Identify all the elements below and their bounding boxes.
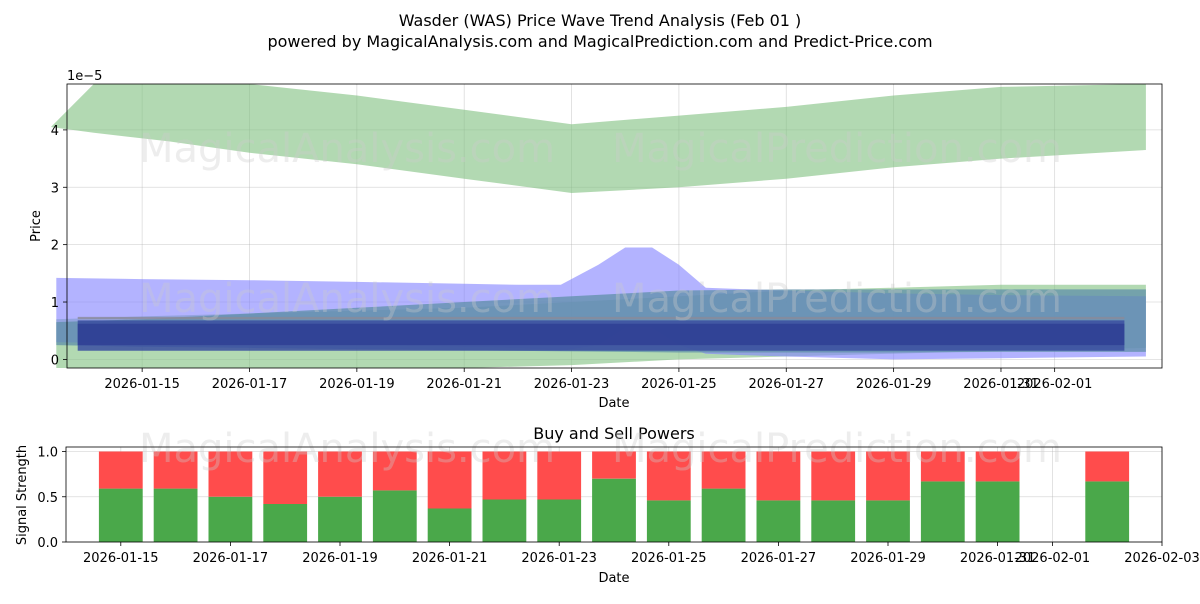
- chart-title: Wasder (WAS) Price Wave Trend Analysis (…: [399, 11, 802, 30]
- price-y-tick-label: 4: [51, 124, 59, 139]
- buy-bar: [98, 488, 143, 542]
- buy-bar: [537, 499, 582, 542]
- green-upper-band: [50, 84, 1146, 193]
- price-x-tick-label: 2026-01-17: [212, 377, 288, 392]
- signal-y-axis-label: Signal Strength: [15, 445, 30, 545]
- watermark-left-top: MagicalAnalysis.com: [139, 126, 555, 172]
- watermark-right-bottom: MagicalPrediction.com: [612, 426, 1062, 472]
- price-panel: MagicalAnalysis.com MagicalPrediction.co…: [29, 69, 1163, 411]
- signal-y-tick-label: 0.5: [37, 491, 58, 506]
- scale-label: 1e−5: [67, 69, 102, 84]
- buy-bar: [811, 500, 856, 542]
- sell-bar: [208, 451, 253, 497]
- signal-x-tick-label: 2026-01-23: [521, 551, 597, 566]
- price-x-tick-label: 2026-02-01: [1017, 377, 1093, 392]
- price-panel-frame: [66, 83, 1163, 369]
- price-y-tick-label: 0: [51, 353, 59, 368]
- price-x-tick-label: 2026-01-15: [104, 377, 180, 392]
- signal-x-axis-label: Date: [598, 571, 629, 586]
- buy-bar: [318, 496, 362, 542]
- buy-bar: [372, 490, 417, 542]
- dark-blue-core: [77, 323, 1125, 346]
- price-y-tick-label: 2: [51, 239, 59, 254]
- signal-x-tick-label: 2026-01-27: [741, 551, 817, 566]
- sell-bar: [975, 451, 1020, 482]
- buy-bar: [482, 499, 527, 542]
- chart-subtitle: powered by MagicalAnalysis.com and Magic…: [267, 32, 932, 51]
- price-y-tick-label: 1: [51, 296, 59, 311]
- sell-bar: [482, 451, 527, 500]
- signal-x-tick-label: 2026-02-01: [1015, 551, 1091, 566]
- sell-bar: [1085, 451, 1130, 482]
- buy-bar: [263, 504, 308, 542]
- buy-bar: [866, 500, 910, 542]
- price-x-tick-label: 2026-01-29: [856, 377, 932, 392]
- signal-chart-title: Buy and Sell Powers: [533, 424, 695, 443]
- price-x-tick-label: 2026-01-19: [319, 377, 395, 392]
- signal-panel: Buy and Sell Powers MagicalAnalysis.com …: [15, 424, 1200, 586]
- price-x-tick-label: 2026-01-21: [426, 377, 502, 392]
- price-x-tick-label: 2026-01-23: [534, 377, 610, 392]
- sell-bar: [646, 451, 691, 501]
- watermark-left-mid: MagicalAnalysis.com: [139, 276, 555, 322]
- gray-mid-line: [77, 316, 1125, 320]
- buy-bar: [1085, 481, 1130, 542]
- watermark-left-bottom: MagicalAnalysis.com: [139, 426, 555, 472]
- buy-bar: [427, 508, 472, 542]
- price-y-tick-label: 3: [51, 181, 59, 196]
- price-y-axis-label: Price: [29, 210, 44, 242]
- buy-bar: [208, 496, 253, 542]
- watermark-right-top: MagicalPrediction.com: [612, 126, 1062, 172]
- signal-x-tick-label: 2026-01-17: [193, 551, 269, 566]
- price-x-tick-label: 2026-01-25: [641, 377, 717, 392]
- signal-y-tick-label: 0.0: [37, 536, 58, 551]
- sell-bar: [811, 451, 856, 501]
- buy-bar: [701, 488, 746, 542]
- signal-y-tick-label: 1.0: [37, 446, 58, 461]
- signal-x-tick-label: 2026-01-15: [83, 551, 159, 566]
- buy-bar: [153, 488, 198, 542]
- signal-x-tick-label: 2026-02-03: [1124, 551, 1200, 566]
- sell-bar: [263, 451, 308, 504]
- signal-x-tick-label: 2026-01-31: [960, 551, 1036, 566]
- sell-bar: [920, 451, 965, 482]
- sell-bar: [318, 451, 362, 497]
- sell-bar: [427, 451, 472, 509]
- buy-bar: [646, 500, 691, 542]
- signal-panel-frame: [65, 446, 1163, 543]
- signal-x-tick-label: 2026-01-25: [631, 551, 707, 566]
- sell-bar: [537, 451, 582, 500]
- buy-bar: [975, 481, 1020, 542]
- price-x-tick-label: 2026-01-31: [963, 377, 1039, 392]
- sell-bar: [372, 451, 417, 491]
- watermark-right-mid: MagicalPrediction.com: [612, 276, 1062, 322]
- sell-bar: [756, 451, 801, 501]
- buy-bar: [756, 500, 801, 542]
- sell-bar: [592, 451, 636, 479]
- price-x-tick-label: 2026-01-27: [748, 377, 824, 392]
- price-x-axis-label: Date: [598, 396, 629, 411]
- buy-bar: [920, 481, 965, 542]
- sell-bar: [153, 451, 198, 489]
- signal-x-tick-label: 2026-01-21: [412, 551, 488, 566]
- sell-bar: [98, 451, 143, 489]
- buy-bar: [592, 478, 636, 542]
- sell-bar: [866, 451, 910, 501]
- sell-bar: [701, 451, 746, 489]
- signal-x-tick-label: 2026-01-19: [302, 551, 378, 566]
- signal-x-tick-label: 2026-01-29: [850, 551, 926, 566]
